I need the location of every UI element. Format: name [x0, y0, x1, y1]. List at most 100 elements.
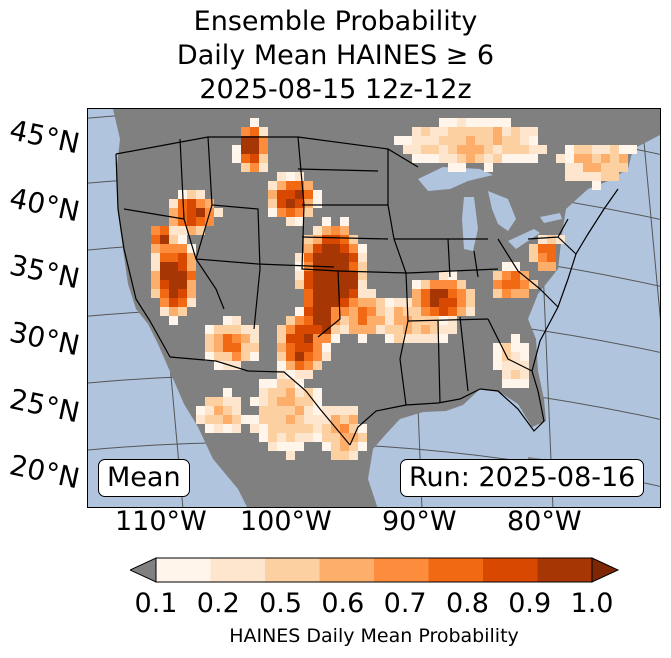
title-line-1: Ensemble Probability — [193, 6, 478, 37]
probability-cell — [340, 226, 349, 235]
probability-cell — [439, 127, 448, 136]
probability-cell — [304, 325, 313, 334]
probability-cell — [529, 280, 538, 289]
probability-cell — [349, 253, 358, 262]
probability-cell — [178, 226, 187, 235]
probability-cell — [232, 397, 241, 406]
probability-cell — [286, 361, 295, 370]
probability-cell — [547, 244, 556, 253]
probability-cell — [394, 334, 403, 343]
probability-cell — [286, 424, 295, 433]
probability-cell — [169, 235, 178, 244]
probability-cell — [169, 217, 178, 226]
probability-cell — [421, 307, 430, 316]
probability-cell — [502, 271, 511, 280]
probability-cell — [178, 280, 187, 289]
probability-cell — [610, 163, 619, 172]
probability-cell — [286, 442, 295, 451]
probability-cell — [250, 145, 259, 154]
probability-cell — [169, 262, 178, 271]
probability-cell — [511, 352, 520, 361]
probability-cell — [403, 334, 412, 343]
probability-cell — [160, 253, 169, 262]
probability-cell — [304, 190, 313, 199]
probability-cell — [430, 136, 439, 145]
probability-cell — [178, 298, 187, 307]
probability-cell — [448, 271, 457, 280]
probability-cell — [358, 334, 367, 343]
probability-cell — [313, 190, 322, 199]
probability-cell — [475, 136, 484, 145]
probability-cell — [151, 280, 160, 289]
probability-cell — [349, 244, 358, 253]
probability-cell — [340, 262, 349, 271]
state-line-mountain — [207, 136, 261, 330]
probability-cell — [169, 316, 178, 325]
lat-label-45n: 45°N — [6, 113, 83, 161]
probability-cell — [421, 280, 430, 289]
probability-cell — [592, 163, 601, 172]
probability-cell — [259, 433, 268, 442]
probability-cell — [313, 406, 322, 415]
probability-cell — [277, 334, 286, 343]
probability-cell — [448, 118, 457, 127]
probability-cell — [511, 370, 520, 379]
probability-cell — [448, 298, 457, 307]
probability-cell — [313, 235, 322, 244]
probability-cell — [421, 145, 430, 154]
probability-cell — [160, 271, 169, 280]
probability-cell — [277, 415, 286, 424]
probability-cell — [232, 424, 241, 433]
probability-cell — [250, 343, 259, 352]
probability-cell — [358, 271, 367, 280]
probability-cell — [205, 217, 214, 226]
probability-cell — [493, 289, 502, 298]
probability-cell — [295, 361, 304, 370]
probability-cell — [322, 289, 331, 298]
probability-cell — [295, 334, 304, 343]
probability-cell — [286, 172, 295, 181]
probability-cell — [412, 307, 421, 316]
probability-cell — [520, 271, 529, 280]
probability-cell — [295, 442, 304, 451]
probability-cell — [520, 154, 529, 163]
probability-cell — [295, 433, 304, 442]
probability-cell — [268, 388, 277, 397]
probability-cell — [169, 244, 178, 253]
probability-cell — [520, 343, 529, 352]
probability-cell — [277, 433, 286, 442]
probability-cell — [295, 208, 304, 217]
probability-cell — [349, 442, 358, 451]
probability-cell — [340, 289, 349, 298]
probability-cell — [574, 172, 583, 181]
probability-cell — [322, 442, 331, 451]
probability-cell — [430, 289, 439, 298]
probability-cell — [268, 199, 277, 208]
probability-cell — [493, 343, 502, 352]
probability-cell — [502, 262, 511, 271]
probability-cell — [340, 451, 349, 460]
run-date-box: Run: 2025-08-16 — [400, 459, 645, 497]
probability-cell — [304, 370, 313, 379]
state-line-rockies — [195, 204, 335, 268]
probability-cell — [304, 433, 313, 442]
colorbar-tick-1: 0.2 — [196, 588, 240, 619]
probability-cell — [160, 280, 169, 289]
probability-cell — [286, 397, 295, 406]
probability-cell — [214, 352, 223, 361]
probability-cell — [313, 316, 322, 325]
probability-cell — [268, 442, 277, 451]
probability-cell — [322, 415, 331, 424]
probability-cell — [304, 406, 313, 415]
probability-cell — [331, 406, 340, 415]
probability-cell — [295, 199, 304, 208]
probability-cell — [322, 433, 331, 442]
probability-cell — [349, 316, 358, 325]
probability-cell — [520, 352, 529, 361]
probability-cell — [511, 271, 520, 280]
probability-cell — [223, 424, 232, 433]
probability-cell — [304, 424, 313, 433]
probability-cell — [412, 289, 421, 298]
probability-cell — [295, 271, 304, 280]
probability-cell — [493, 136, 502, 145]
